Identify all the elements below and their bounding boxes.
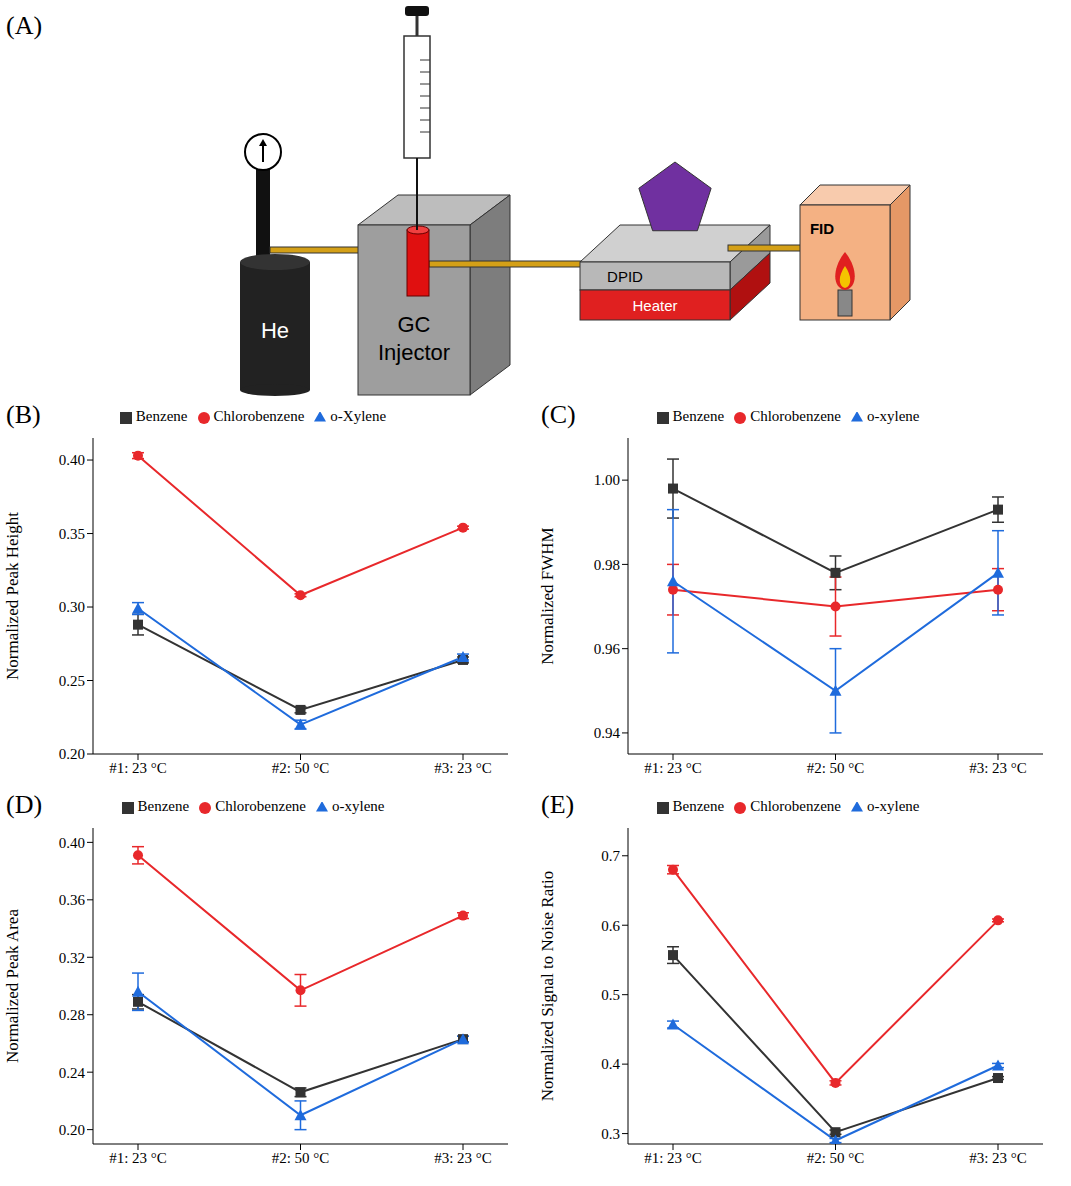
svg-text:He: He [261,318,289,343]
svg-text:1.00: 1.00 [594,472,620,488]
svg-text:#2: 50 °C: #2: 50 °C [272,1150,330,1166]
html-text:Chlorobenzene: Chlorobenzene [215,798,306,814]
html-text:(B): (B) [6,400,41,429]
svg-text:0.20: 0.20 [59,1122,85,1138]
svg-text:GCInjector: GCInjector [378,312,450,365]
svg-text:Normalized FWHM: Normalized FWHM [538,527,557,664]
html-text:o-Xylene: o-Xylene [330,408,387,424]
svg-text:Normalized Peak Area: Normalized Peak Area [3,909,22,1063]
svg-text:#1: 23 °C: #1: 23 °C [109,760,167,776]
svg-text:0.32: 0.32 [59,950,85,966]
html-text:Chlorobenzene: Chlorobenzene [213,408,305,424]
svg-text:#1: 23 °C: #1: 23 °C [109,1150,167,1166]
svg-text:0.94: 0.94 [594,725,621,741]
svg-text:#2: 50 °C: #2: 50 °C [807,760,865,776]
svg-text:Normalized Signal to Noise Rat: Normalized Signal to Noise Ratio [538,871,557,1101]
html-text:Benzene: Benzene [137,798,190,814]
svg-text:#3: 23 °C: #3: 23 °C [969,1150,1027,1166]
html-text:o-xylene: o-xylene [332,798,385,814]
svg-text:#3: 23 °C: #3: 23 °C [969,760,1027,776]
svg-text:#2: 50 °C: #2: 50 °C [807,1150,865,1166]
svg-text:#3: 23 °C: #3: 23 °C [434,760,492,776]
svg-text:#1: 23 °C: #1: 23 °C [644,760,702,776]
svg-text:0.20: 0.20 [59,746,85,762]
svg-text:Normalized Peak Height: Normalized Peak Height [3,512,22,680]
svg-text:0.4: 0.4 [601,1056,620,1072]
svg-text:0.3: 0.3 [601,1126,620,1142]
svg-text:0.6: 0.6 [601,918,620,934]
html-text:Chlorobenzene: Chlorobenzene [750,798,841,814]
svg-text:FID: FID [810,220,834,237]
svg-text:0.25: 0.25 [59,673,85,689]
svg-text:0.7: 0.7 [601,848,620,864]
svg-text:(A): (A) [6,11,42,40]
html-text:(E): (E) [541,790,575,819]
svg-text:#1: 23 °C: #1: 23 °C [644,1150,702,1166]
svg-text:0.35: 0.35 [59,526,85,542]
html-text:(D): (D) [6,790,43,819]
svg-text:#3: 23 °C: #3: 23 °C [434,1150,492,1166]
html-text:Chlorobenzene: Chlorobenzene [750,408,841,424]
svg-text:#2: 50 °C: #2: 50 °C [272,760,330,776]
svg-text:0.40: 0.40 [59,452,85,468]
svg-text:Heater: Heater [632,297,677,314]
svg-text:0.36: 0.36 [59,892,86,908]
html-text:o-xylene: o-xylene [867,408,920,424]
html-text:(C): (C) [541,400,576,429]
svg-text:0.30: 0.30 [59,599,85,615]
svg-text:0.24: 0.24 [59,1065,86,1081]
html-text:Benzene: Benzene [672,798,725,814]
svg-text:0.40: 0.40 [59,835,85,851]
svg-text:0.98: 0.98 [594,557,620,573]
html-text:Benzene: Benzene [135,408,188,424]
svg-text:0.5: 0.5 [601,987,620,1003]
svg-text:DPID: DPID [607,268,643,285]
html-text:o-xylene: o-xylene [867,798,920,814]
svg-text:0.96: 0.96 [594,641,621,657]
html-text:Benzene: Benzene [672,408,725,424]
svg-text:0.28: 0.28 [59,1007,85,1023]
